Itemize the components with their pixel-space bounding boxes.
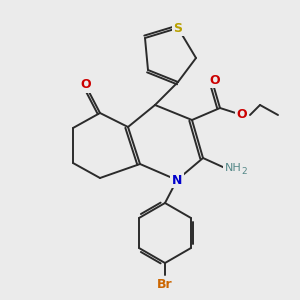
Text: O: O xyxy=(237,109,247,122)
Text: O: O xyxy=(81,79,91,92)
Text: 2: 2 xyxy=(241,167,247,176)
Text: N: N xyxy=(172,173,182,187)
Text: NH: NH xyxy=(225,163,242,173)
Text: O: O xyxy=(210,74,220,86)
Text: Br: Br xyxy=(157,278,173,292)
Text: S: S xyxy=(173,22,182,34)
